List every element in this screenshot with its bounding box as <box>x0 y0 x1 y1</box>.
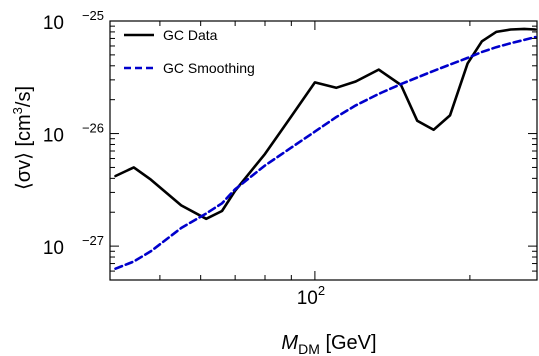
y-tick-label: 10 −27 <box>43 233 104 259</box>
legend-label-gc-data: GC Data <box>163 27 218 43</box>
y-tick-exponent: −27 <box>82 233 104 248</box>
x-axis-label: MDM [GeV] <box>281 332 376 356</box>
x-axis-label-sub: DM <box>298 341 320 356</box>
x-axis-label-main: M <box>281 332 298 354</box>
legend-label-gc-smoothing: GC Smoothing <box>163 60 255 76</box>
y-tick-label: 10 −26 <box>43 121 104 147</box>
series-line-gc-data <box>114 27 537 221</box>
y-tick-exponent: −26 <box>82 121 104 136</box>
series-line-gc-smoothing <box>114 35 537 271</box>
y-axis-label-pre: ⟨σv⟩ [cm <box>13 114 35 190</box>
y-axis-label-sup: 3 <box>10 107 25 114</box>
ticks <box>109 20 537 281</box>
y-axis-label-post: /s] <box>13 86 35 107</box>
legend: GC Data GC Smoothing <box>124 27 255 76</box>
y-axis-label: ⟨σv⟩ [cm3/s] <box>10 86 35 190</box>
x-tick-label: 102 <box>297 283 325 309</box>
y-tick-exponent: −25 <box>82 8 104 23</box>
y-tick-label: 10 −25 <box>43 8 104 34</box>
plot-lines <box>114 27 537 271</box>
x-axis-label-unit: [GeV] <box>325 332 376 354</box>
tick-labels: 102 10−25 10−26 10−27 <box>43 8 325 309</box>
